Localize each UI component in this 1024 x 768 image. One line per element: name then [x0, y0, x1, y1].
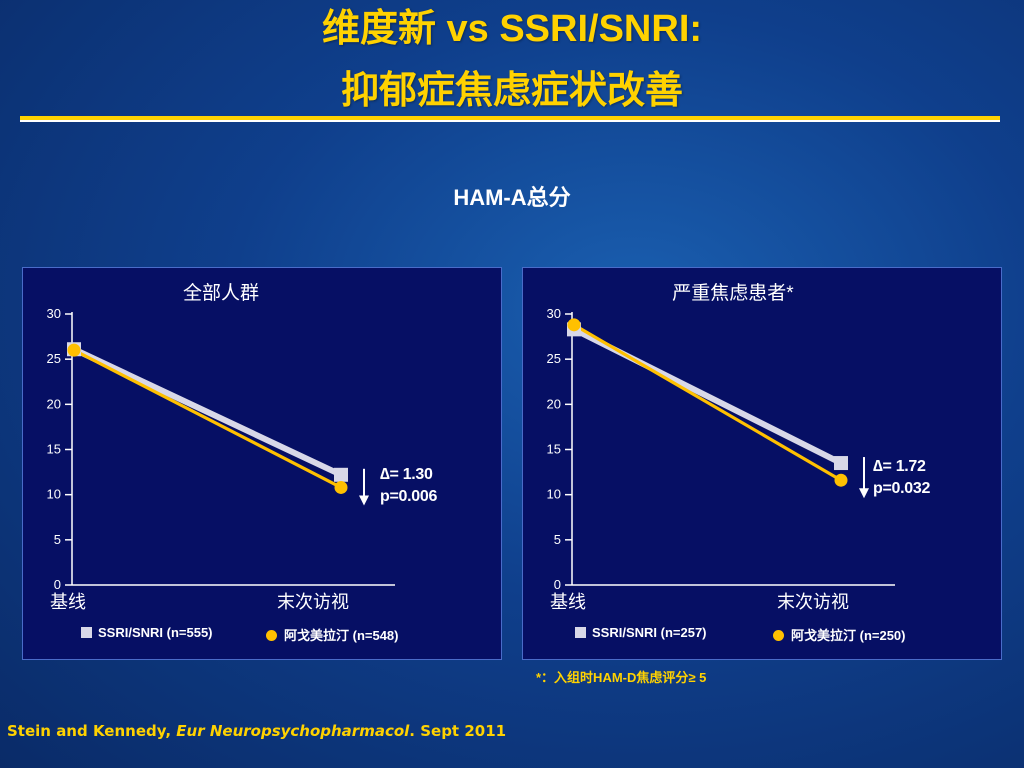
x-category-label: 基线	[550, 592, 586, 612]
y-tick-label: 10	[547, 487, 561, 502]
y-tick-label: 10	[47, 487, 61, 502]
delta-value: ∆= 1.72	[873, 458, 926, 475]
delta-icon: ∆	[873, 458, 883, 475]
y-tick-label: 5	[554, 532, 561, 547]
delta-icon: ∆	[380, 466, 390, 483]
y-tick-label: 0	[54, 577, 61, 592]
panel-title: 严重焦虑患者*	[672, 283, 794, 304]
delta-annotation: ∆= 1.72 p=0.032	[873, 456, 930, 500]
y-tick-label: 30	[547, 306, 561, 321]
y-tick-label: 15	[47, 442, 61, 457]
x-category-label: 末次访视	[777, 592, 849, 612]
circle-marker-icon	[773, 630, 784, 641]
circle-marker-icon	[266, 630, 277, 641]
y-tick-label: 30	[47, 306, 61, 321]
x-category-label: 基线	[50, 592, 86, 612]
arrow-head-icon	[859, 488, 869, 499]
delta-annotation: ∆= 1.30 p=0.006	[380, 464, 437, 508]
data-point-circle	[334, 480, 348, 494]
line-chart-severe-anxiety: 0 5 10 15 20 25 30 基线 末次访视	[547, 306, 895, 612]
legend-item-agomelatine: 阿戈美拉汀 (n=548)	[266, 625, 399, 644]
p-value: p=0.006	[380, 488, 438, 505]
x-category-label: 末次访视	[277, 592, 349, 612]
legend-item-ssri: SSRI/SNRI (n=555)	[81, 625, 213, 640]
chart-panel-severe-anxiety: 严重焦虑患者* 0 5 10 15 20 25 30 基线 末次访视 ∆= 1.72 p=0.0…	[522, 267, 1002, 660]
y-tick-label: 5	[54, 532, 61, 547]
square-marker-icon	[575, 627, 586, 638]
citation: Stein and Kennedy, Eur Neuropsychopharma…	[7, 722, 507, 740]
line-chart-all-patients: 0 5 10 15 20 25 30 基线 末次访视	[47, 306, 395, 612]
footnote: *：入组时HAM-D焦虑评分≥ 5	[536, 670, 707, 685]
y-tick-label: 20	[547, 396, 561, 411]
delta-value: ∆= 1.30	[380, 466, 433, 483]
series-line	[72, 348, 343, 490]
series-line	[71, 346, 344, 478]
data-point-circle	[67, 343, 81, 357]
y-tick-label: 20	[47, 396, 61, 411]
data-point-circle	[567, 318, 581, 332]
square-marker-icon	[81, 627, 92, 638]
y-tick-label: 0	[554, 577, 561, 592]
data-point-circle	[834, 473, 848, 487]
data-point-square	[334, 467, 348, 482]
legend-item-agomelatine: 阿戈美拉汀 (n=250)	[773, 625, 906, 644]
panel-title: 全部人群	[182, 283, 259, 304]
arrow-head-icon	[359, 495, 369, 506]
y-tick-label: 15	[547, 442, 561, 457]
y-tick-label: 25	[547, 351, 561, 366]
slide-title-line1: 维度新 vs SSRI/SNRI:	[321, 8, 703, 50]
p-value: p=0.032	[873, 480, 931, 497]
title-divider-yellow	[20, 116, 1000, 120]
y-tick-label: 25	[47, 351, 61, 366]
series-line	[572, 323, 843, 482]
chart-panel-all-patients: 全部人群 0 5 10 15 20 25 30 基线 末次访视 ∆= 1.30 p=0.006 …	[22, 267, 502, 660]
title-divider-white	[20, 120, 1000, 122]
chart-subtitle: HAM-A总分	[453, 185, 571, 210]
legend-item-ssri: SSRI/SNRI (n=257)	[575, 625, 707, 640]
slide-title-line2: 抑郁症焦虑症状改善	[340, 70, 683, 112]
data-point-square	[834, 456, 848, 471]
